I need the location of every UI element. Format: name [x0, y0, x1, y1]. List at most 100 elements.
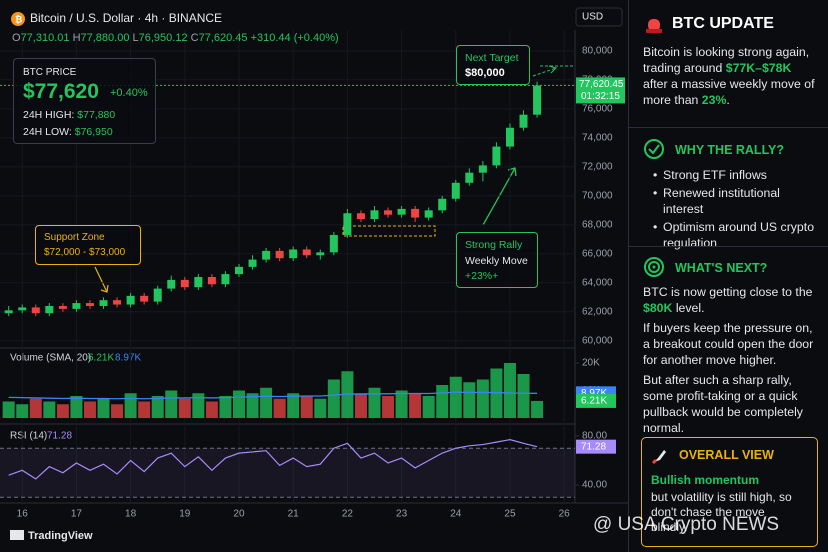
y-tick-label: 68,000 — [582, 219, 613, 230]
ohlc-line: O77,310.01 H77,880.00 L76,950.12 C77,620… — [12, 32, 339, 44]
price-change: +0.40% — [110, 87, 148, 99]
candle-body — [370, 210, 379, 220]
volume-bar — [29, 398, 42, 418]
volume-bar — [409, 393, 422, 418]
candle-body — [384, 210, 393, 215]
x-tick-label: 26 — [559, 509, 571, 520]
volume-tag-label: 8.97K — [581, 388, 607, 399]
arrowhead — [548, 65, 557, 74]
volume-bar — [205, 401, 218, 418]
volume-current: 6.21K — [88, 353, 114, 364]
volume-sma — [8, 391, 538, 400]
candle-body — [31, 307, 40, 314]
candle-body — [194, 276, 203, 288]
candle-body — [505, 127, 514, 147]
ohlc-key: H — [72, 32, 81, 44]
volume-bar — [517, 374, 530, 418]
rsi-line — [8, 439, 538, 480]
candle-body — [275, 250, 284, 259]
bullet: Renewed institutional interest — [653, 185, 819, 217]
volume-bar — [16, 404, 29, 418]
candle-body — [85, 303, 94, 306]
btc-glyph: ₿ — [15, 14, 22, 24]
bullet: Strong ETF inflows — [653, 167, 819, 183]
candle-body — [4, 310, 13, 314]
volume-bar — [422, 396, 435, 418]
volume-bar — [314, 398, 327, 418]
candle-body — [478, 165, 487, 173]
candle-body — [465, 172, 474, 183]
volume-bar — [531, 400, 544, 418]
volume-tag-label: 6.21K — [581, 396, 607, 407]
y-tick-label: 66,000 — [582, 248, 613, 259]
btc-icon — [11, 12, 25, 26]
ohlc-key: O — [12, 32, 21, 44]
volume-bar — [232, 390, 245, 418]
volume-bar — [97, 398, 110, 418]
price: $77,620 — [23, 80, 99, 103]
paragraph: BTC is now getting close to the $80K lev… — [643, 284, 819, 316]
candle-body — [492, 146, 501, 166]
support-box: Support Zone $72,000 - $73,000 — [35, 225, 141, 265]
candle-body — [424, 210, 433, 218]
low-label: 24H LOW: — [23, 126, 72, 138]
rally-box: Strong Rally Weekly Move +23%+ — [456, 232, 538, 288]
candle-body — [18, 307, 27, 311]
text-run: But after such a sharp rally, some profi… — [643, 373, 803, 435]
volume-bar — [138, 401, 151, 418]
x-tick-label: 20 — [233, 509, 245, 520]
volume-bar — [165, 390, 178, 418]
volume-bar — [395, 390, 408, 418]
currency-select[interactable] — [575, 7, 623, 27]
volume-title: Volume (SMA, 20) — [10, 353, 91, 364]
overall-box: OVERALL VIEW Bullish momentum but volati… — [641, 437, 818, 547]
next-title: WHAT'S NEXT? — [675, 261, 768, 275]
arrowhead — [507, 167, 517, 177]
ohlc-value: 77,310.01 — [20, 32, 70, 44]
x-tick-label: 21 — [288, 509, 300, 520]
candle-body — [45, 305, 54, 314]
volume-bar — [246, 393, 259, 418]
candle-body — [262, 250, 271, 260]
watermark: @ USA Crypto NEWS — [593, 514, 780, 535]
y-tick-label: 62,000 — [582, 306, 613, 317]
ohlc-change: +310.44 (+0.40%) — [250, 32, 339, 44]
volume-bar — [83, 401, 96, 418]
text-run: Bitcoin is looking strong again, trading… — [643, 45, 810, 75]
currency[interactable]: USD — [582, 12, 603, 23]
candle-body — [58, 305, 67, 309]
paragraph: But after such a sharp rally, some profi… — [643, 372, 819, 436]
y-tick-label: 64,000 — [582, 277, 613, 288]
y-tick-label: 76,000 — [582, 104, 613, 115]
rocket-icon — [651, 450, 666, 465]
volume-bar — [151, 396, 164, 418]
volume-bar — [43, 401, 56, 418]
y-tick-label: 40.00 — [582, 480, 607, 491]
rsi-tag-label: 71.28 — [581, 441, 606, 452]
support-value: $72,000 - $73,000 — [44, 247, 126, 258]
candle-body — [451, 182, 460, 199]
volume-bar — [300, 396, 313, 418]
arrowhead — [100, 284, 109, 293]
x-tick-label: 25 — [504, 509, 516, 520]
volume-bar — [56, 404, 69, 418]
target-icon — [644, 257, 664, 277]
candle-body — [519, 114, 528, 128]
highlight: $80K — [643, 301, 673, 315]
support-arrow — [94, 266, 108, 293]
volume-bar — [192, 393, 205, 418]
candle-body — [438, 198, 447, 211]
volume-bar — [2, 401, 15, 418]
siren-icon — [646, 19, 662, 33]
candle-body — [343, 213, 352, 235]
candle-body — [207, 276, 216, 285]
volume-bar — [124, 393, 137, 418]
text-run: after a massive weekly move of more than — [643, 77, 815, 107]
rsi-tag — [576, 439, 616, 454]
y-tick-label: 80,000 — [582, 46, 613, 57]
price-box-title: BTC PRICE — [23, 67, 77, 78]
ohlc-key: C — [190, 32, 199, 44]
countdown: 01:32:15 — [581, 91, 620, 102]
update-panel: BTC UPDATE Bitcoin is looking strong aga… — [628, 0, 828, 552]
x-tick-label: 16 — [17, 509, 29, 520]
